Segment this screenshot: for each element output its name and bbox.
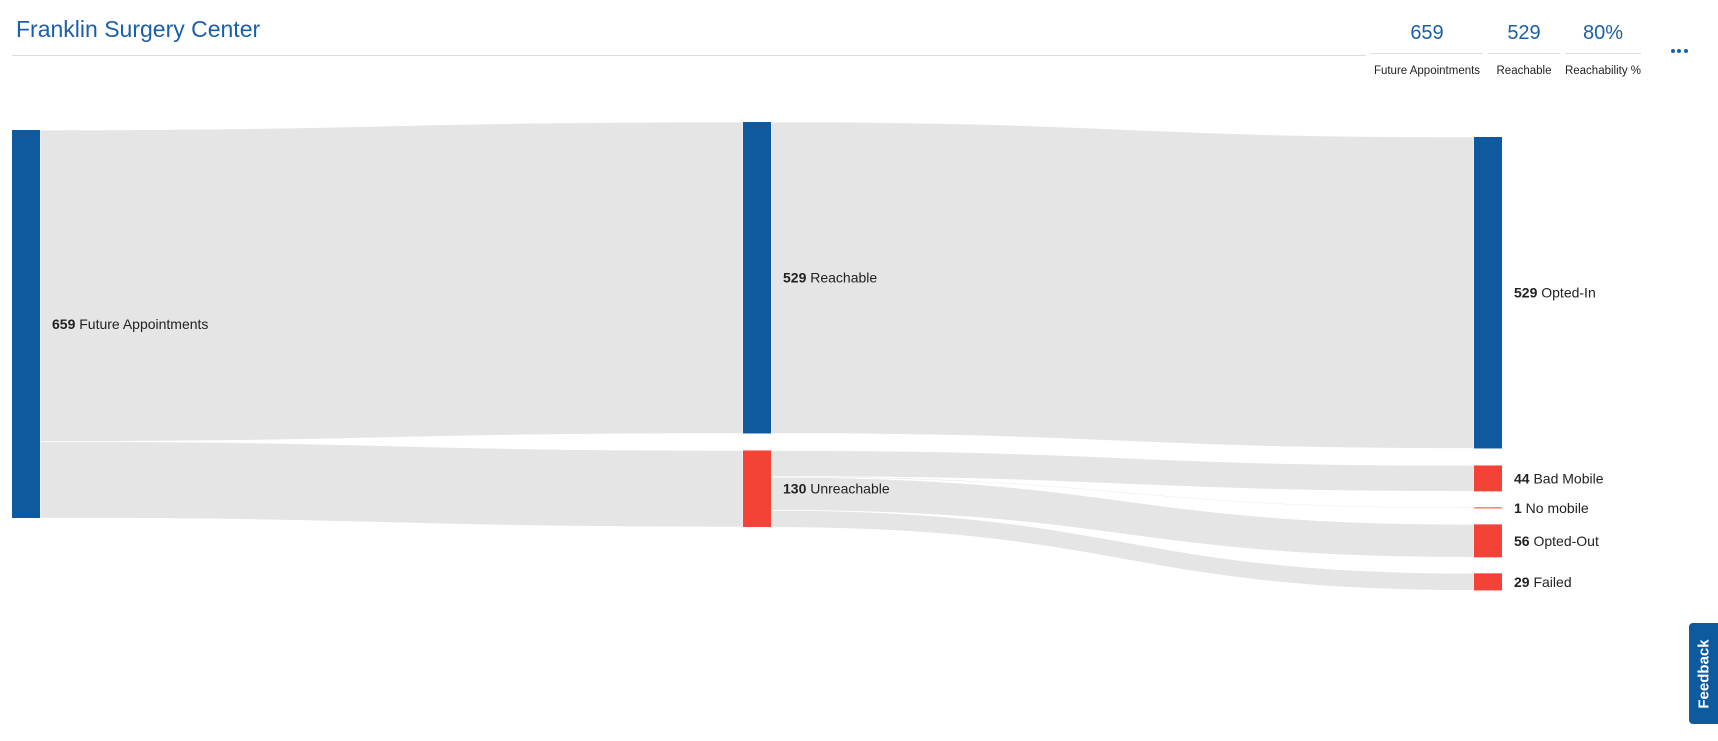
node-name-nomobile: No mobile <box>1522 500 1589 516</box>
node-value-optedin: 529 <box>1514 285 1538 301</box>
node-label-optedin: 529 Opted-In <box>1514 285 1596 301</box>
node-value-nomobile: 1 <box>1514 500 1522 516</box>
node-value-optedout: 56 <box>1514 533 1530 549</box>
feedback-button[interactable]: Feedback <box>1689 623 1718 724</box>
kpi-reachable-label: Reachable <box>1496 65 1552 77</box>
node-value-badmobile: 44 <box>1514 470 1530 486</box>
node-value-unreachable: 130 <box>783 481 807 497</box>
node-value-failed: 29 <box>1514 574 1530 590</box>
kpi-reachable: 529 Reachable <box>1485 18 1563 77</box>
kpi-divider <box>1371 53 1483 54</box>
node-optedout[interactable] <box>1474 524 1502 558</box>
sankey-nodes <box>12 122 1502 591</box>
node-badmobile[interactable] <box>1474 465 1502 492</box>
node-nomobile[interactable] <box>1474 507 1502 509</box>
link-future-to-unreachable[interactable] <box>39 441 744 528</box>
node-failed[interactable] <box>1474 573 1502 591</box>
link-unreachable-to-badmobile[interactable] <box>770 450 1475 492</box>
kpi-future-appointments-value: 659 <box>1410 22 1444 44</box>
node-label-reachable: 529 Reachable <box>783 270 877 286</box>
node-label-failed: 29 Failed <box>1514 574 1572 590</box>
more-options-icon[interactable] <box>1667 40 1691 62</box>
node-value-future: 659 <box>52 316 76 332</box>
node-name-reachable: Reachable <box>806 270 877 286</box>
sankey-labels: 659 Future Appointments 529 Reachable 130 … <box>52 270 1604 590</box>
node-label-optedout: 56 Opted-Out <box>1514 533 1599 549</box>
kpi-reachability-percent: 80% Reachability % <box>1562 18 1644 77</box>
node-name-optedin: Opted-In <box>1537 285 1595 301</box>
kpi-future-appointments-label: Future Appointments <box>1373 65 1481 77</box>
node-value-reachable: 529 <box>783 270 807 286</box>
page-title: Franklin Surgery Center <box>16 16 261 42</box>
node-name-future: Future Appointments <box>75 316 208 332</box>
kpi-reachability-percent-value: 80% <box>1582 22 1624 44</box>
kpi-future-appointments: 659 Future Appointments <box>1368 18 1486 77</box>
feedback-label: Feedback <box>1695 638 1712 709</box>
node-reachable[interactable] <box>743 122 771 434</box>
kpi-reachable-value: 529 <box>1507 22 1541 44</box>
kpi-reachability-percent-label: Reachability % <box>1564 65 1642 77</box>
title-divider <box>12 55 1366 56</box>
node-label-nomobile: 1 No mobile <box>1514 500 1589 516</box>
sankey-links <box>39 121 1475 591</box>
node-label-future: 659 Future Appointments <box>52 316 208 332</box>
node-label-badmobile: 44 Bad Mobile <box>1514 470 1604 486</box>
node-name-failed: Failed <box>1530 574 1572 590</box>
node-label-unreachable: 130 Unreachable <box>783 481 890 497</box>
link-reachable-to-optedin[interactable] <box>770 121 1475 449</box>
link-future-to-reachable[interactable] <box>39 121 744 442</box>
node-name-unreachable: Unreachable <box>806 481 889 497</box>
node-unreachable[interactable] <box>743 450 771 527</box>
kpi-divider <box>1488 53 1560 54</box>
node-future[interactable] <box>12 130 40 518</box>
link-unreachable-to-optedout[interactable] <box>770 477 1475 558</box>
kpi-divider <box>1565 53 1641 54</box>
node-name-optedout: Opted-Out <box>1530 533 1599 549</box>
link-unreachable-to-nomobile[interactable] <box>770 476 1475 509</box>
node-optedin[interactable] <box>1474 137 1502 449</box>
node-name-badmobile: Bad Mobile <box>1530 470 1604 486</box>
